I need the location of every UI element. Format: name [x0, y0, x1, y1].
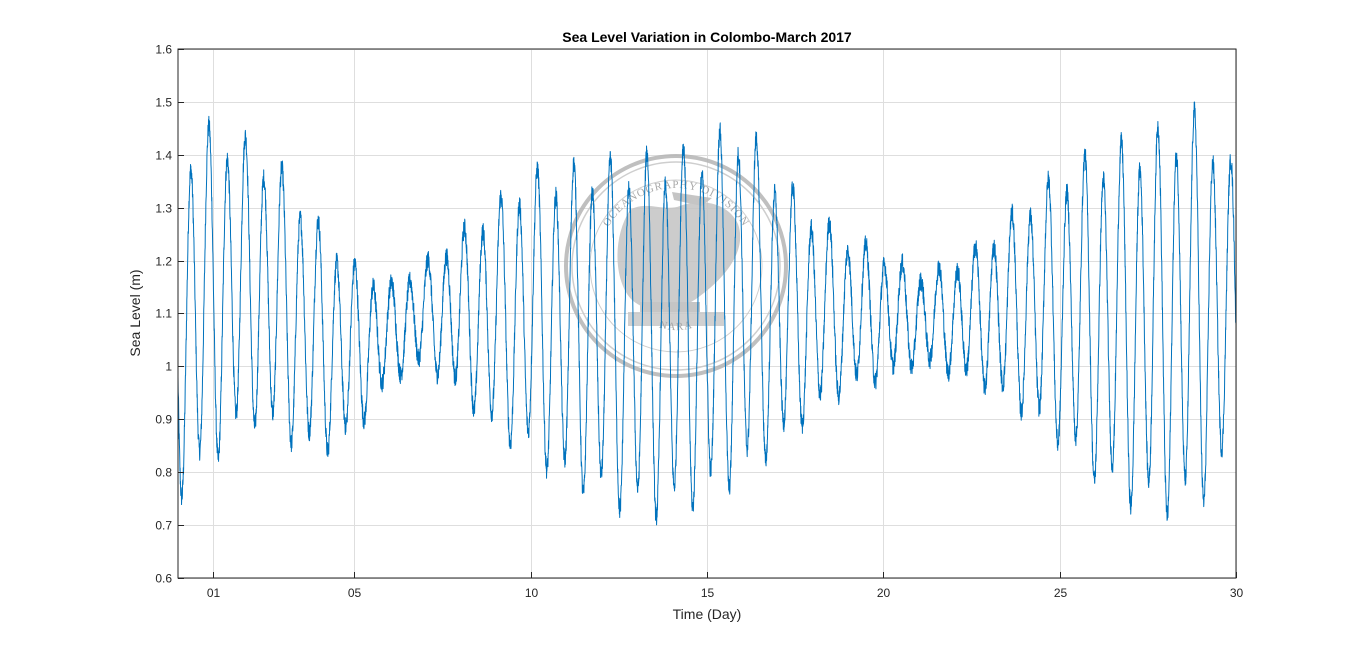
y-tick-label: 0.6 — [155, 572, 172, 586]
y-tick-label: 1.3 — [155, 202, 172, 216]
x-tick-label: 01 — [207, 586, 221, 600]
sea-level-series-line — [177, 101, 1237, 526]
watermark-bottom-text: NARA — [658, 319, 693, 333]
y-tick-label: 1.2 — [155, 255, 172, 269]
y-tick-label: 1.1 — [155, 307, 172, 321]
y-axis-label: Sea Level (m) — [127, 269, 143, 356]
y-tick-label: 0.9 — [155, 413, 172, 427]
x-tick-label: 20 — [877, 586, 891, 600]
x-tick-label: 10 — [525, 586, 539, 600]
x-tick-label: 30 — [1230, 586, 1244, 600]
y-tick-label: 1 — [165, 360, 172, 374]
x-axis-label: Time (Day) — [673, 606, 742, 622]
x-tick-label: 25 — [1054, 586, 1068, 600]
y-tick-label: 1.4 — [155, 149, 172, 163]
y-tick-label: 1.6 — [155, 43, 172, 57]
svg-text:NARA: NARA — [658, 319, 694, 333]
x-tick-label: 15 — [701, 586, 715, 600]
y-tick-label: 1.5 — [155, 96, 172, 110]
x-axis: 01 05 10 15 20 25 30 — [207, 572, 1244, 600]
y-axis: 0.6 0.7 0.8 0.9 1 1.1 1.2 1.3 1.4 1.5 1.6 — [155, 43, 184, 586]
chart-title: Sea Level Variation in Colombo-March 201… — [562, 29, 852, 45]
y-tick-label: 0.7 — [155, 519, 172, 533]
y-tick-label: 0.8 — [155, 466, 172, 480]
x-tick-label: 05 — [348, 586, 362, 600]
